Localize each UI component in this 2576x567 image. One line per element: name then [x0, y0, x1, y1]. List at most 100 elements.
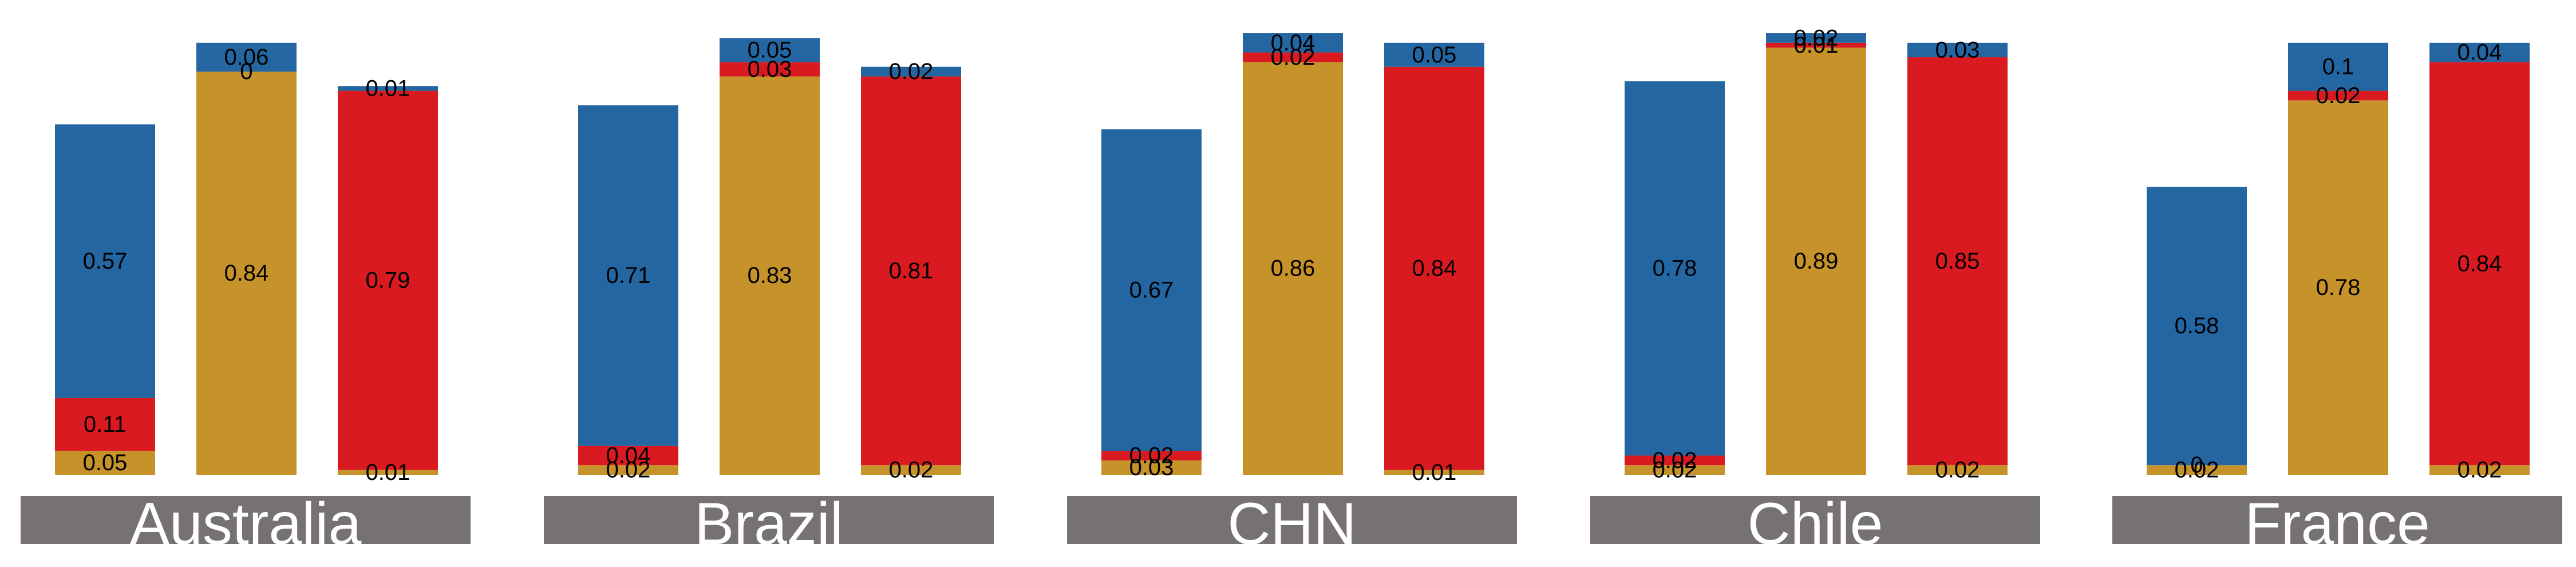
bar-segment-gold — [578, 465, 678, 475]
bar-segment-blue — [720, 38, 820, 62]
bar-segment-blue — [1766, 33, 1866, 43]
data-label: 0.84 — [2458, 251, 2502, 276]
data-label: 0.02 — [1935, 458, 1980, 483]
bar-segment-red — [1625, 455, 1725, 466]
panel-title-australia: Australia — [130, 491, 362, 557]
data-label: 0.79 — [366, 268, 410, 293]
bar-segment-gold — [1766, 48, 1866, 475]
data-label: 0.02 — [606, 458, 651, 483]
data-label: 0.02 — [1129, 443, 1174, 468]
bar-chn-red: 0.01 0.84 0.05 — [1384, 42, 1484, 485]
bar-segment-red — [861, 76, 961, 466]
bar-segment-gold — [196, 72, 297, 475]
data-label: 0.78 — [2316, 275, 2361, 300]
bar-segment-blue — [196, 42, 297, 72]
panel-title-brazil: Brazil — [694, 491, 843, 557]
bar-segment-red — [2429, 62, 2530, 466]
bar-segment-red — [1384, 66, 1484, 470]
data-label: 0.05 — [748, 37, 792, 62]
data-label: 0.81 — [889, 258, 934, 284]
bar-brazil-blue: 0.020.04 0.71 — [578, 105, 678, 483]
data-label: 0.89 — [1794, 249, 1839, 274]
data-label: 0.02 — [889, 59, 934, 84]
panel-strip — [1590, 496, 2040, 544]
bar-segment-blue — [1907, 42, 2008, 57]
bar-segment-red — [1101, 451, 1202, 460]
bar-segment-blue — [1625, 81, 1725, 456]
bar-segment-gold — [2429, 465, 2530, 475]
bar-chn-blue: 0.030.02 0.67 — [1101, 129, 1202, 480]
bar-segment-red — [1766, 42, 1866, 48]
data-label: 0.01 — [366, 460, 410, 485]
data-label: 0.84 — [1412, 256, 1457, 281]
bar-brazil-gold: 0.83 0.030.05 — [720, 37, 820, 475]
data-label: 0.11 — [84, 412, 127, 437]
data-label: 0.04 — [606, 443, 651, 468]
data-label: 0.78 — [1653, 256, 1697, 281]
bar-segment-gold — [1907, 465, 2008, 475]
data-label: 0.67 — [1129, 277, 1174, 302]
data-label: 0.86 — [1271, 256, 1315, 281]
data-label: 0.02 — [2458, 458, 2502, 483]
data-label: 0 — [240, 59, 252, 84]
bar-france-blue: 0.020 0.58 — [2147, 187, 2247, 483]
panel-strip — [21, 496, 471, 544]
bar-segment-gold — [1243, 62, 1343, 475]
data-label: 0.01 — [366, 76, 410, 101]
bar-segment-blue — [2288, 42, 2388, 91]
bar-segment-blue — [1243, 33, 1343, 53]
bar-segment-red — [55, 397, 155, 451]
bar-segment-blue — [338, 86, 438, 91]
bar-segment-blue — [55, 124, 155, 398]
data-label: 0.06 — [224, 45, 269, 70]
panel-strip — [2112, 496, 2562, 544]
panel-australia: 0.050.110.57 0.8400.060.010.790.01Austral… — [21, 42, 471, 557]
data-label: 0.85 — [1935, 249, 1980, 274]
bar-segment-red — [578, 446, 678, 466]
bar-segment-red — [2288, 90, 2388, 101]
data-label: 0.84 — [224, 261, 269, 286]
bar-australia-gold: 0.84 00.06 — [196, 42, 297, 475]
bar-segment-gold — [1625, 465, 1725, 475]
data-label: 0.03 — [1935, 37, 1980, 62]
bar-chile-red: 0.02 0.85 0.03 — [1907, 37, 2008, 483]
bar-segment-blue — [1384, 42, 1484, 67]
bar-segment-gold — [720, 76, 820, 475]
data-label: 0.01 — [1412, 460, 1457, 485]
panel-chile: 0.020.020.78 0.890.010.020.020.850.03Chil… — [1590, 25, 2040, 557]
data-label: 0.02 — [2175, 458, 2219, 483]
data-label: 0.01 — [1794, 33, 1839, 58]
data-label: 0.03 — [748, 57, 792, 82]
data-label: 0.57 — [83, 249, 128, 274]
data-label: 0.04 — [2458, 40, 2502, 65]
bar-chile-gold: 0.89 0.010.02 — [1766, 25, 1866, 475]
data-label: 0.83 — [748, 263, 792, 288]
bar-chile-blue: 0.020.02 0.78 — [1625, 81, 1725, 483]
bar-segment-red — [720, 62, 820, 77]
bar-segment-gold — [338, 470, 438, 475]
data-label: 0.71 — [606, 263, 651, 288]
data-label: 0.02 — [2316, 83, 2361, 108]
bar-segment-gold — [1384, 470, 1484, 475]
panel-brazil: 0.020.040.71 0.830.030.050.020.810.02Braz… — [544, 37, 994, 557]
bar-segment-gold — [2288, 100, 2388, 475]
data-label: 0.02 — [889, 458, 934, 483]
panel-strip — [1067, 496, 1517, 544]
data-label: 0.02 — [1794, 25, 1839, 50]
bar-segment-blue — [2147, 187, 2247, 466]
panel-strip — [544, 496, 994, 544]
data-label: 0.1 — [2322, 54, 2354, 80]
bar-brazil-red: 0.02 0.81 0.02 — [861, 59, 961, 483]
data-label: 0 — [2190, 452, 2203, 478]
panel-title-france: France — [2245, 491, 2430, 557]
bar-segment-gold — [1101, 460, 1202, 475]
bar-segment-blue — [578, 105, 678, 446]
panel-title-chn: CHN — [1227, 491, 1356, 557]
bar-australia-blue: 0.05 0.11 0.57 — [55, 124, 155, 475]
bar-chn-gold: 0.86 0.020.04 — [1243, 30, 1343, 475]
bar-segment-gold — [2147, 465, 2247, 475]
bar-segment-blue — [861, 66, 961, 77]
